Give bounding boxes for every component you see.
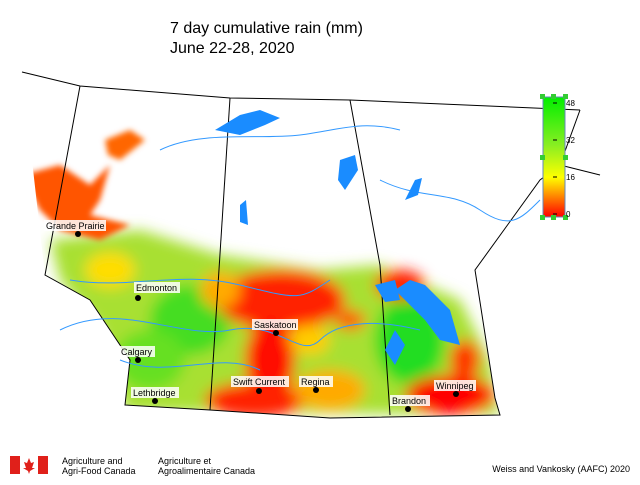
legend-handles	[540, 94, 568, 220]
map-title: 7 day cumulative rain (mm)	[170, 20, 363, 37]
legend-tick-label: 16	[566, 173, 575, 182]
footer: Agriculture and Agri-Food Canada Agricul…	[10, 456, 630, 476]
footer-text: Agri-Food Canada	[62, 466, 136, 476]
footer-text: Agriculture et	[158, 456, 212, 466]
city-label: Regina	[301, 377, 330, 387]
city-label: Grande Prairie	[46, 221, 105, 231]
city: Regina	[299, 376, 333, 393]
footer-text: Agriculture and	[62, 456, 123, 466]
city: Saskatoon	[252, 319, 298, 336]
city: Lethbridge	[131, 387, 179, 404]
city-label: Edmonton	[136, 283, 177, 293]
city-label: Lethbridge	[133, 388, 176, 398]
lakes	[215, 110, 460, 365]
city-label: Saskatoon	[254, 320, 297, 330]
city-label: Swift Current	[233, 377, 286, 387]
rain-surface	[22, 130, 500, 418]
footer-text: Agroalimentaire Canada	[158, 466, 255, 476]
city-label: Winnipeg	[436, 381, 474, 391]
city: Calgary	[119, 346, 155, 363]
city: Brandon	[390, 395, 430, 412]
legend-tick-label: 32	[566, 136, 575, 145]
legend-tick-label: 48	[566, 99, 575, 108]
city-label: Calgary	[121, 347, 153, 357]
footer-credit: Weiss and Vankosky (AAFC) 2020	[492, 464, 630, 474]
legend: 0 16 32 48	[540, 94, 575, 220]
canada-flag	[10, 456, 48, 474]
cities: Grande Prairie Edmonton Calgary Lethbrid…	[44, 220, 476, 412]
province-boundaries	[21, 71, 601, 419]
city: Edmonton	[134, 282, 180, 301]
legend-tick-label: 0	[566, 210, 571, 219]
city: Winnipeg	[434, 380, 476, 397]
color-bar	[542, 96, 566, 218]
city: Grande Prairie	[44, 220, 106, 237]
map-subtitle: June 22-28, 2020	[170, 40, 295, 57]
city-label: Brandon	[392, 396, 426, 406]
city: Swift Current	[231, 376, 289, 394]
